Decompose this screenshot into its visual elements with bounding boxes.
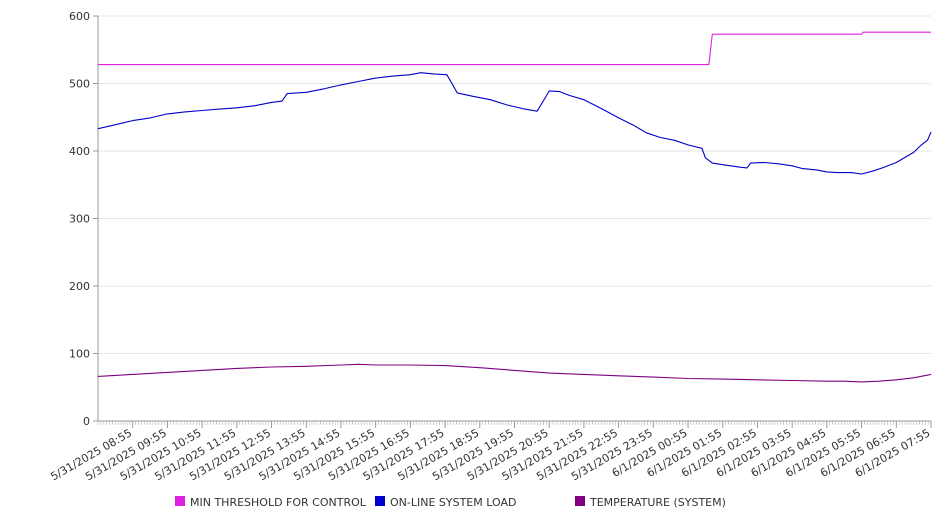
- legend-label: TEMPERATURE (SYSTEM): [589, 496, 726, 509]
- y-tick-label: 200: [69, 280, 90, 293]
- y-tick-label: 300: [69, 213, 90, 226]
- legend: MIN THRESHOLD FOR CONTROL ON-LINE SYSTEM …: [175, 496, 726, 509]
- axes: [93, 15, 932, 428]
- y-axis-tick-labels: 0 100 200 300 400 500 600: [69, 10, 90, 428]
- legend-swatch: [175, 496, 185, 506]
- series-lines: [97, 31, 932, 383]
- series-line-on-line-system-load: [97, 72, 932, 175]
- series-line-temperature-system: [97, 363, 932, 383]
- y-tick-label: 400: [69, 145, 90, 158]
- y-tick-label: 100: [69, 348, 90, 361]
- legend-label: MIN THRESHOLD FOR CONTROL: [190, 496, 367, 509]
- series-line-min-threshold-for-control: [98, 31, 931, 66]
- y-tick-label: 0: [83, 415, 90, 428]
- y-tick-label: 500: [69, 78, 90, 91]
- gridlines: [98, 15, 931, 354]
- legend-label: ON-LINE SYSTEM LOAD: [390, 496, 516, 509]
- legend-item: TEMPERATURE (SYSTEM): [575, 496, 726, 509]
- legend-swatch: [575, 496, 585, 506]
- legend-item: MIN THRESHOLD FOR CONTROL: [175, 496, 367, 509]
- y-tick-label: 600: [69, 10, 90, 23]
- legend-swatch: [375, 496, 385, 506]
- legend-item: ON-LINE SYSTEM LOAD: [375, 496, 516, 509]
- x-axis-tick-labels: 5/31/2025 08:555/31/2025 09:555/31/2025 …: [48, 426, 932, 483]
